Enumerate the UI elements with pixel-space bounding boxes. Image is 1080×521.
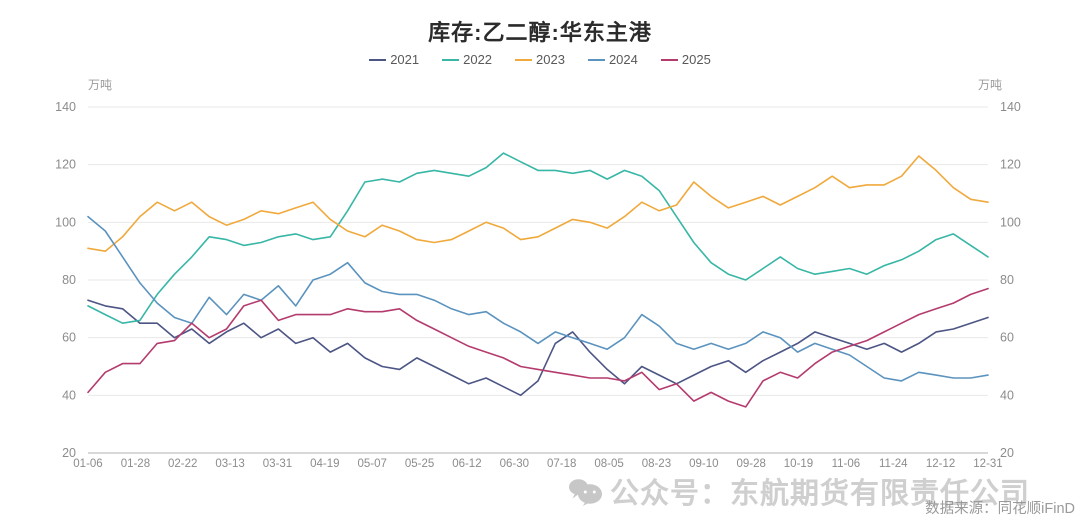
svg-text:20: 20 bbox=[1000, 446, 1014, 460]
svg-text:05-25: 05-25 bbox=[405, 458, 434, 470]
svg-text:02-22: 02-22 bbox=[168, 458, 197, 470]
svg-text:04-19: 04-19 bbox=[310, 458, 339, 470]
svg-text:08-05: 08-05 bbox=[594, 458, 623, 470]
svg-text:01-06: 01-06 bbox=[73, 458, 102, 470]
svg-text:03-13: 03-13 bbox=[215, 458, 244, 470]
svg-text:09-28: 09-28 bbox=[736, 458, 765, 470]
svg-text:60: 60 bbox=[1000, 331, 1014, 345]
svg-text:09-10: 09-10 bbox=[689, 458, 718, 470]
svg-text:40: 40 bbox=[1000, 388, 1014, 402]
svg-text:20: 20 bbox=[62, 446, 76, 460]
svg-text:120: 120 bbox=[55, 158, 76, 172]
svg-text:08-23: 08-23 bbox=[642, 458, 671, 470]
svg-text:60: 60 bbox=[62, 331, 76, 345]
svg-text:120: 120 bbox=[1000, 158, 1021, 172]
svg-text:12-31: 12-31 bbox=[973, 458, 1002, 470]
svg-text:140: 140 bbox=[1000, 100, 1021, 114]
svg-text:80: 80 bbox=[62, 273, 76, 287]
svg-text:10-19: 10-19 bbox=[784, 458, 813, 470]
svg-text:11-24: 11-24 bbox=[879, 458, 908, 470]
svg-text:12-12: 12-12 bbox=[926, 458, 955, 470]
svg-text:40: 40 bbox=[62, 388, 76, 402]
svg-text:80: 80 bbox=[1000, 273, 1014, 287]
svg-text:01-28: 01-28 bbox=[121, 458, 150, 470]
svg-text:06-12: 06-12 bbox=[452, 458, 481, 470]
svg-text:11-06: 11-06 bbox=[832, 458, 861, 470]
svg-text:100: 100 bbox=[1000, 215, 1021, 229]
svg-text:07-18: 07-18 bbox=[547, 458, 576, 470]
svg-text:140: 140 bbox=[55, 100, 76, 114]
svg-text:03-31: 03-31 bbox=[263, 458, 292, 470]
svg-text:100: 100 bbox=[55, 215, 76, 229]
svg-text:06-30: 06-30 bbox=[500, 458, 529, 470]
svg-text:05-07: 05-07 bbox=[357, 458, 386, 470]
